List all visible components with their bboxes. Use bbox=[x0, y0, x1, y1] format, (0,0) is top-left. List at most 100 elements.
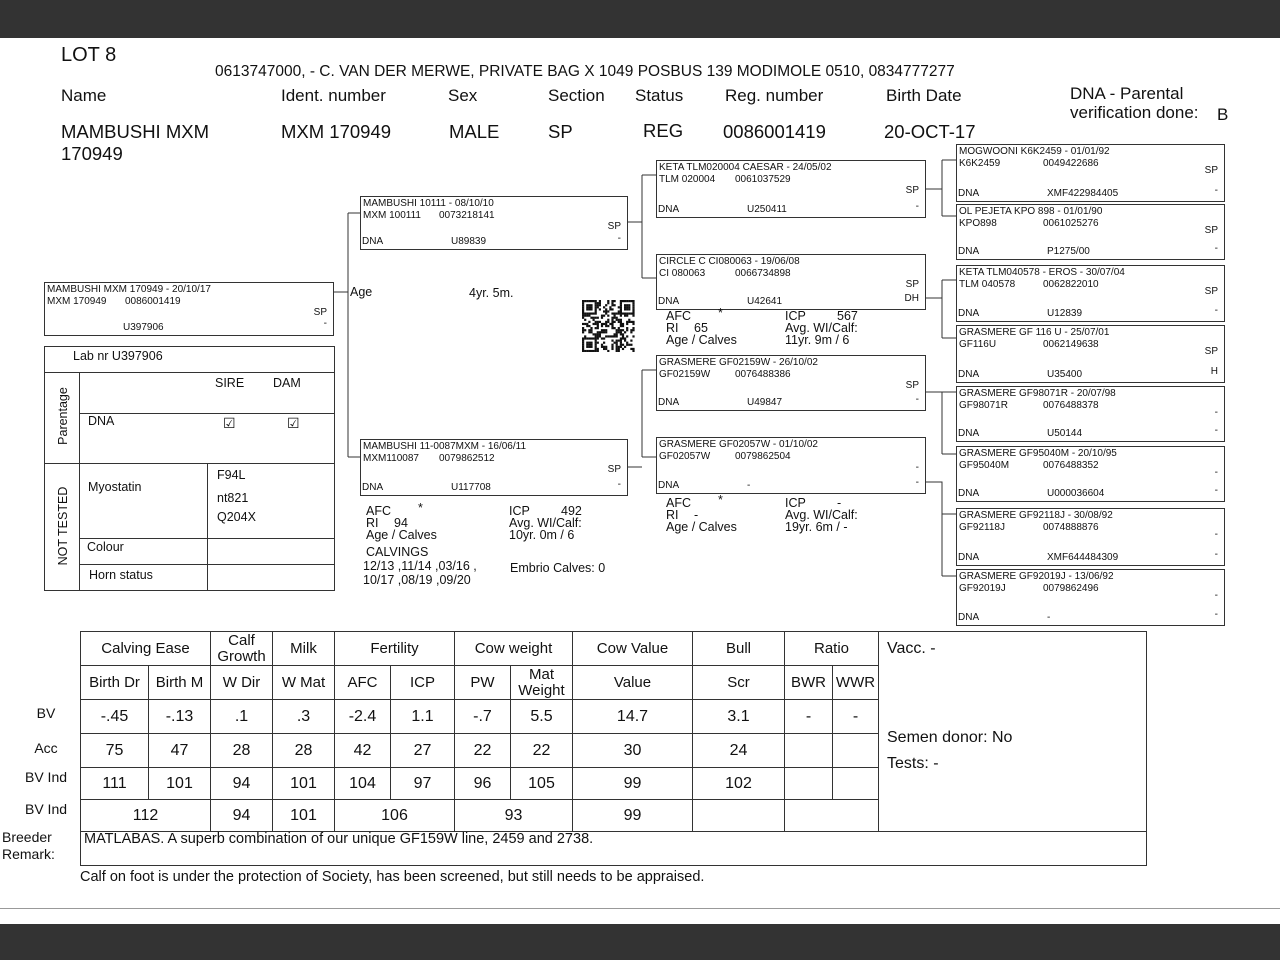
pedigree-dna: P1275/00 bbox=[1047, 246, 1090, 257]
perf-age-v: 10yr. 0m / 6 bbox=[509, 528, 575, 542]
acc-cell: 28 bbox=[210, 733, 273, 768]
myostatin-f94l: F94L bbox=[217, 468, 246, 482]
group-header: Cow weight bbox=[454, 631, 573, 666]
pedigree-ident: GF02159W bbox=[659, 369, 711, 380]
pedigree-flag1: - bbox=[1214, 529, 1218, 540]
pedigree-box-dam[interactable]: MAMBUSHI 11-0087MXM - 16/06/11 MXM110087 0… bbox=[360, 439, 628, 496]
pedigree-box-dam-sire[interactable]: GRASMERE GF02159W - 26/10/02 GF02159W 0076… bbox=[656, 355, 926, 411]
pedigree-box-dam-dam[interactable]: GRASMERE GF02057W - 01/10/02 GF02057W 0079… bbox=[656, 437, 926, 494]
bv-ind-group-cell bbox=[692, 799, 785, 832]
pedigree-box-dd-sire[interactable]: GRASMERE GF92118J - 30/08/92 GF92118J 0074… bbox=[956, 508, 1225, 566]
pedigree-box-dd-dam[interactable]: GRASMERE GF92019J - 13/06/92 GF92019J 0079… bbox=[956, 569, 1225, 626]
perf-age-calves: Age / Calves bbox=[666, 333, 737, 347]
label-ident: Ident. number bbox=[281, 86, 386, 105]
perf-age-calves: Age / Calves bbox=[666, 520, 737, 534]
pedigree-dna-label: DNA bbox=[958, 308, 980, 319]
pedigree-ident: GF02057W bbox=[659, 451, 711, 462]
pedigree-box-ds-dam[interactable]: GRASMERE GF95040M - 20/10/95 GF95040M 0076… bbox=[956, 446, 1225, 502]
perf-age-calves: Age / Calves bbox=[366, 528, 437, 542]
pedigree-flag2: - bbox=[617, 479, 621, 490]
pedigree-dna-label: DNA bbox=[958, 488, 980, 499]
pedigree-flag1: SP bbox=[1204, 286, 1218, 297]
pedigree-box-sire[interactable]: MAMBUSHI 10111 - 08/10/10 MXM 100111 00732… bbox=[360, 196, 628, 250]
acc-cell: 47 bbox=[148, 733, 211, 768]
pedigree-dna: XMF422984405 bbox=[1047, 188, 1119, 199]
pedigree-flag2: - bbox=[915, 201, 919, 212]
pedigree-reg: 0086001419 bbox=[125, 296, 181, 307]
pedigree-reg: 0079862496 bbox=[1043, 583, 1099, 594]
column-header: Birth Dr bbox=[80, 665, 149, 700]
pedigree-ident: GF98071R bbox=[959, 400, 1008, 411]
bv-ind-group-cell: 106 bbox=[334, 799, 455, 832]
column-header: Mat Weight bbox=[510, 665, 573, 700]
acc-cell: 28 bbox=[272, 733, 335, 768]
perf-ri: RI bbox=[666, 508, 679, 522]
pedigree-box-ss-dam[interactable]: OL PEJETA KPO 898 - 01/01/90 KPO898 006102… bbox=[956, 204, 1225, 260]
bottom-bar bbox=[0, 924, 1280, 960]
bv-cell: -.7 bbox=[454, 699, 511, 734]
animal-birth: 20-OCT-17 bbox=[884, 121, 976, 142]
pedigree-box-animal[interactable]: MAMBUSHI MXM 170949 - 20/10/17 MXM 170949… bbox=[44, 282, 334, 336]
pedigree-title: GRASMERE GF02057W - 01/10/02 bbox=[659, 439, 818, 450]
sire-header: SIRE bbox=[215, 376, 245, 390]
row-label-bv-ind-group: BV Ind bbox=[24, 801, 68, 817]
pedigree-box-sire-sire[interactable]: KETA TLM020004 CAESAR - 24/05/02 TLM 0200… bbox=[656, 160, 926, 218]
pedigree-flag2: - bbox=[617, 233, 621, 244]
pedigree-dna-label: DNA bbox=[362, 236, 384, 247]
pedigree-box-ds-sire[interactable]: GRASMERE GF98071R - 20/07/98 GF98071R 0076… bbox=[956, 386, 1225, 442]
pedigree-title: GRASMERE GF92118J - 30/08/92 bbox=[959, 510, 1113, 521]
pedigree-title: OL PEJETA KPO 898 - 01/01/90 bbox=[959, 206, 1103, 217]
pedigree-dna-label: DNA bbox=[658, 204, 680, 215]
pedigree-title: GRASMERE GF 116 U - 25/07/01 bbox=[959, 327, 1110, 338]
pedigree-ident: GF116U bbox=[959, 339, 997, 350]
perf-afc: AFC bbox=[666, 309, 691, 323]
label-section: Section bbox=[548, 86, 605, 105]
bv-ind-cell: 101 bbox=[148, 767, 211, 800]
acc-cell: 22 bbox=[454, 733, 511, 768]
bv-cell: .1 bbox=[210, 699, 273, 734]
bv-ind-group-cell: 99 bbox=[572, 799, 693, 832]
pedigree-ident: GF92118J bbox=[959, 522, 1005, 533]
column-header: BWR bbox=[784, 665, 833, 700]
bv-cell: 3.1 bbox=[692, 699, 785, 734]
pedigree-title: GRASMERE GF02159W - 26/10/02 bbox=[659, 357, 818, 368]
pedigree-dna: U250411 bbox=[747, 204, 787, 215]
pedigree-dna: U000036604 bbox=[1047, 488, 1105, 499]
pedigree-dna: U397906 bbox=[123, 322, 164, 333]
animal-section: SP bbox=[548, 121, 573, 142]
group-header: Calving Ease bbox=[80, 631, 211, 666]
group-header: Cow Value bbox=[572, 631, 693, 666]
animal-reg: 0086001419 bbox=[723, 121, 826, 142]
pedigree-flag2: - bbox=[1214, 305, 1218, 316]
bv-cell: 1.1 bbox=[390, 699, 455, 734]
bv-cell: - bbox=[784, 699, 833, 734]
pedigree-dna: XMF644484309 bbox=[1047, 552, 1119, 563]
pedigree-box-sd-sire[interactable]: KETA TLM040578 - EROS - 30/07/04 TLM 0405… bbox=[956, 265, 1225, 322]
perf-icp-v: 567 bbox=[837, 309, 858, 323]
pedigree-flag1: SP bbox=[1204, 165, 1218, 176]
pedigree-reg: 0066734898 bbox=[735, 268, 791, 279]
pedigree-box-ss-sire[interactable]: MOGWOONI K6K2459 - 01/01/92 K6K2459 004942… bbox=[956, 144, 1225, 202]
pedigree-flag1: SP bbox=[1204, 225, 1218, 236]
perf-ri-v: 94 bbox=[394, 516, 408, 530]
bv-ind-group-cell: 93 bbox=[454, 799, 573, 832]
semen-donor: Semen donor: No bbox=[887, 729, 1013, 746]
pedigree-flag2: - bbox=[1214, 609, 1218, 620]
calvings-line1: 12/13 ,11/14 ,03/16 , bbox=[363, 559, 477, 573]
acc-cell: 30 bbox=[572, 733, 693, 768]
pedigree-box-sd-dam[interactable]: GRASMERE GF 116 U - 25/07/01 GF116U 006214… bbox=[956, 325, 1225, 383]
pedigree-dna-label: DNA bbox=[362, 482, 384, 493]
bv-cell: .3 bbox=[272, 699, 335, 734]
pedigree-reg: 0061037529 bbox=[735, 174, 791, 185]
lot-number: LOT 8 bbox=[61, 44, 117, 66]
pedigree-box-sire-dam[interactable]: CIRCLE C CI080063 - 19/06/08 CI 080063 006… bbox=[656, 254, 926, 310]
group-header: Milk bbox=[272, 631, 335, 666]
pedigree-ident: MXM110087 bbox=[363, 453, 419, 464]
pedigree-reg: 0049422686 bbox=[1043, 158, 1099, 169]
age-label: Age bbox=[350, 285, 373, 299]
pedigree-ident: MXM 100111 bbox=[363, 210, 421, 221]
myostatin-label: Myostatin bbox=[88, 480, 142, 494]
breeder-remark-label: Breeder Remark: bbox=[2, 829, 55, 862]
pedigree-flag2: - bbox=[1214, 549, 1218, 560]
lab-panel: Lab nr U397906 Parentage NOT TESTED SIRE… bbox=[44, 346, 335, 591]
